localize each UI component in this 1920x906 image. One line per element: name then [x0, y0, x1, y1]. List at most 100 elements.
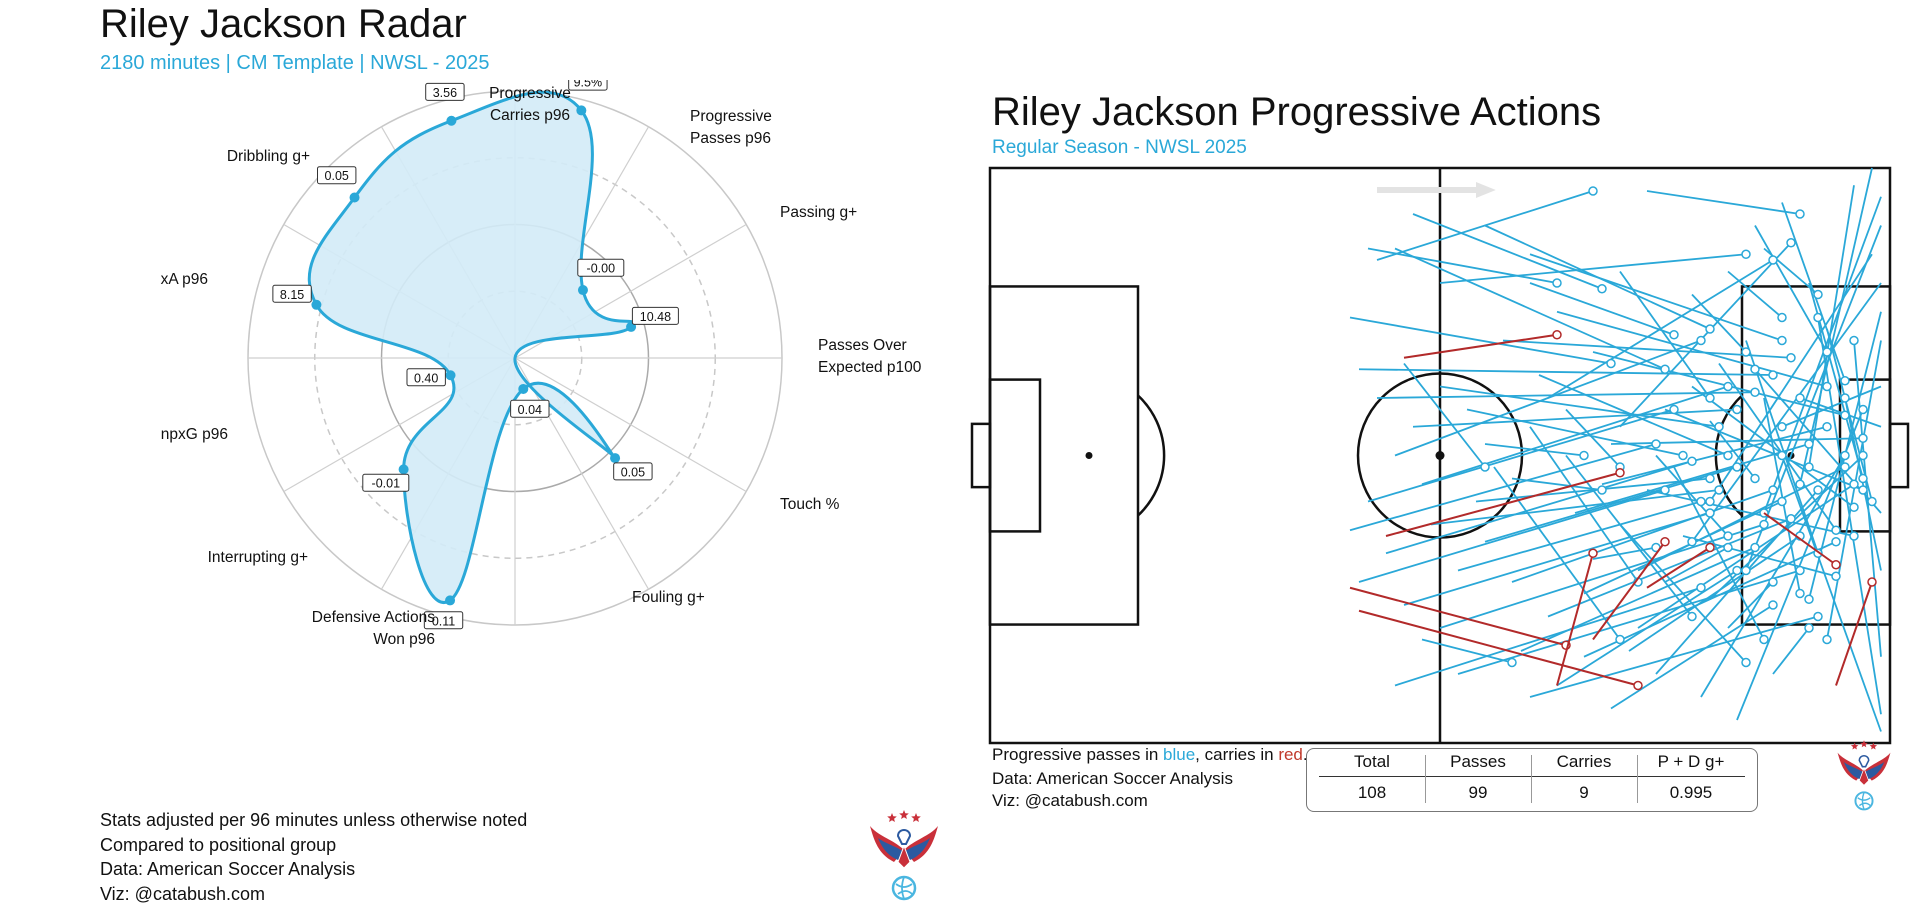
caption-red: red: [1278, 745, 1303, 764]
axis-label-line: Passing g+: [780, 204, 857, 221]
pass-line: [1350, 318, 1611, 364]
pass-end: [1688, 613, 1696, 621]
carry-end: [1868, 578, 1876, 586]
radar-point: [518, 384, 528, 394]
pass-end: [1661, 486, 1669, 494]
pass-end: [1787, 354, 1795, 362]
pass-end: [1652, 440, 1660, 448]
pass-end: [1823, 423, 1831, 431]
radar-value-label: 0.04: [511, 400, 549, 417]
pass-end: [1796, 480, 1804, 488]
passes-layer: [1350, 168, 1881, 732]
pass-end: [1841, 452, 1849, 460]
pass-end: [1796, 394, 1804, 402]
radar-point: [610, 453, 620, 463]
axis-label-line: Progressive: [690, 108, 772, 125]
table-header: P + D g+: [1637, 752, 1745, 772]
pass-line: [1422, 640, 1512, 663]
pass-end: [1508, 659, 1516, 667]
logo-head: [1859, 756, 1868, 767]
pitch-subtitle: Regular Season - NWSL 2025: [992, 137, 1247, 159]
pass-line: [1566, 410, 1620, 468]
radar-footer-line: Viz: @catabush.com: [100, 882, 527, 906]
pass-line: [1485, 444, 1584, 456]
pass-end: [1832, 538, 1840, 546]
carry-end: [1553, 331, 1561, 339]
value-text: 10.48: [640, 310, 671, 324]
table-divider: [1319, 776, 1745, 777]
pass-line: [1359, 369, 1773, 375]
pass-end: [1868, 498, 1876, 506]
logo-head: [898, 830, 910, 844]
pass-end: [1670, 406, 1678, 414]
pass-end: [1481, 463, 1489, 471]
value-text: 9.5%: [574, 80, 603, 90]
pass-end: [1733, 406, 1741, 414]
pass-line: [1368, 410, 1674, 502]
carry-line: [1404, 335, 1557, 358]
pass-end: [1697, 584, 1705, 592]
pass-end: [1706, 325, 1714, 333]
pass-end: [1841, 411, 1849, 419]
left-penalty-spot: [1086, 452, 1093, 459]
pass-end: [1832, 526, 1840, 534]
pass-end: [1751, 475, 1759, 483]
pass-end: [1724, 532, 1732, 540]
radar-title: Riley Jackson Radar: [100, 2, 467, 46]
value-text: 0.04: [518, 403, 542, 417]
pass-end: [1796, 567, 1804, 575]
center-spot: [1436, 451, 1445, 460]
pass-end: [1769, 486, 1777, 494]
axis-label-line: Interrupting g+: [208, 549, 308, 566]
radar-value-label: 0.05: [318, 167, 356, 184]
eagle-logo-icon: [868, 810, 940, 902]
radar-subtitle: 2180 minutes | CM Template | NWSL - 2025: [100, 52, 489, 75]
pass-end: [1589, 187, 1597, 195]
radar-point: [311, 300, 321, 310]
summary-table: Total Passes Carries P + D g+ 108 99 9 0…: [1306, 748, 1758, 812]
pass-end: [1706, 509, 1714, 517]
value-text: 0.11: [432, 614, 455, 628]
pass-end: [1733, 463, 1741, 471]
pass-end: [1742, 567, 1750, 575]
radar-footer-line: Data: American Soccer Analysis: [100, 857, 527, 882]
right-goal: [1890, 424, 1908, 487]
pass-end: [1778, 452, 1786, 460]
pass-end: [1787, 515, 1795, 523]
axis-label-line: Dribbling g+: [227, 148, 310, 165]
radar-point: [350, 193, 360, 203]
pass-end: [1859, 434, 1867, 442]
pass-end: [1553, 279, 1561, 287]
eagle-logo-icon: [1836, 740, 1892, 812]
table-header: Carries: [1531, 752, 1637, 772]
pass-end: [1697, 498, 1705, 506]
radar-axis-label: Dribbling g+: [227, 148, 310, 165]
carry-end: [1832, 561, 1840, 569]
caption-prefix: Progressive passes in: [992, 745, 1163, 764]
logo-star: [1860, 740, 1867, 747]
pass-end: [1778, 498, 1786, 506]
logo-ball: [1855, 792, 1872, 809]
logo-star: [899, 810, 909, 819]
carry-end: [1589, 549, 1597, 557]
pass-end: [1850, 337, 1858, 345]
axis-label-line: Carries p96: [490, 107, 570, 124]
pass-end: [1841, 377, 1849, 385]
pass-end: [1751, 544, 1759, 552]
pass-end: [1769, 371, 1777, 379]
pass-end: [1778, 423, 1786, 431]
pass-end: [1706, 475, 1714, 483]
radar-axis-label: Passing g+: [780, 204, 857, 221]
pass-end: [1850, 480, 1858, 488]
pass-line: [1521, 548, 1755, 652]
radar-value-label: -0.00: [578, 259, 624, 276]
pass-end: [1814, 613, 1822, 621]
radar-point: [445, 595, 455, 605]
pass-end: [1805, 595, 1813, 603]
radar-value-label: -0.01: [363, 474, 409, 491]
pass-end: [1814, 314, 1822, 322]
table-header: Total: [1319, 752, 1425, 772]
